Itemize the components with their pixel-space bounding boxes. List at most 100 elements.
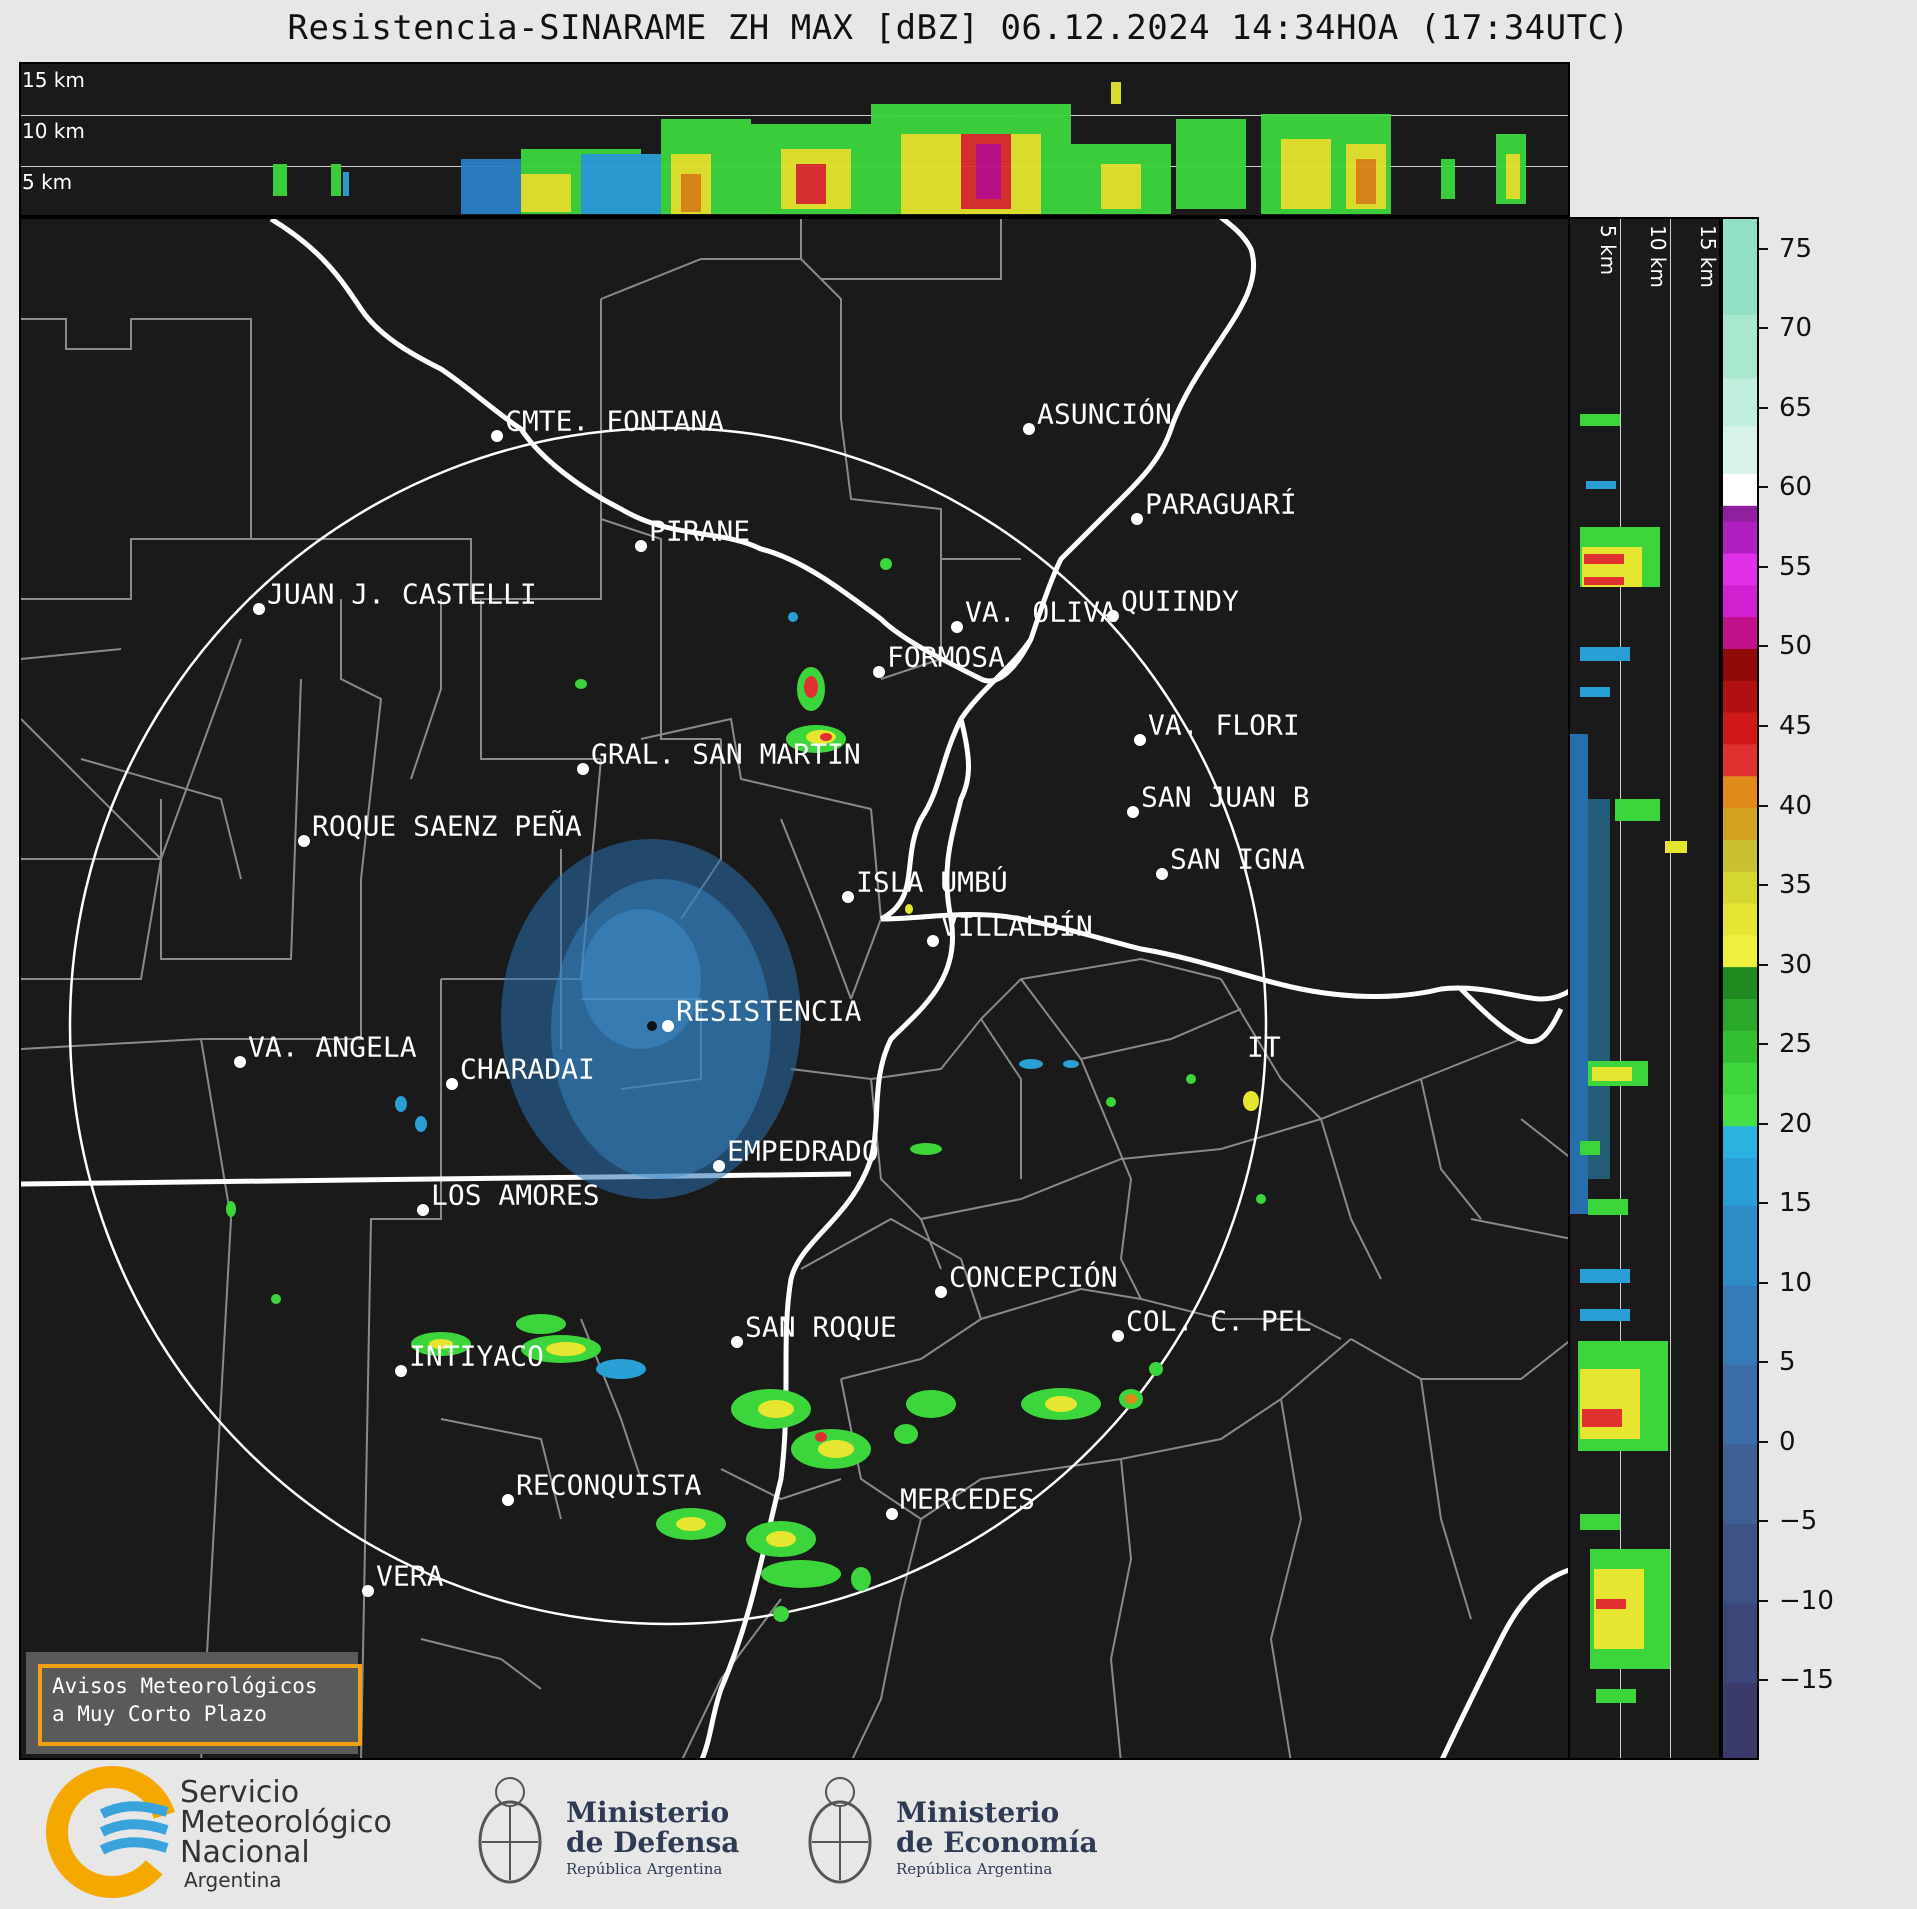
city-label: SAN ROQUE: [745, 1310, 897, 1344]
city-label: ASUNCIÓN: [1037, 397, 1172, 431]
colorbar-band: [1723, 743, 1757, 777]
city-label: COL. C. PEL: [1126, 1304, 1312, 1338]
city-label: PIRANE: [649, 514, 751, 548]
colorbar-band: [1723, 521, 1757, 554]
colorbar-band: [1723, 1602, 1757, 1683]
city-label: CONCEPCIÓN: [949, 1260, 1118, 1294]
economia-line-1: Ministerio: [896, 1796, 1060, 1829]
colorbar-tick-mark: [1759, 1599, 1768, 1602]
avisos-panel[interactable]: Avisos Meteorológicos a Muy Corto Plazo: [26, 1652, 362, 1754]
altitude-line-10km: [21, 115, 1568, 116]
colorbar-tick-label: 45: [1779, 711, 1813, 742]
colorbar-tick-label: 0: [1779, 1426, 1796, 1457]
colorbar-tick-mark: [1759, 406, 1768, 409]
colorbar-tick-mark: [1759, 1520, 1768, 1523]
colorbar-tick-mark: [1759, 247, 1768, 250]
defensa-line-2: de Defensa: [566, 1826, 740, 1859]
colorbar-tick-label: 65: [1779, 392, 1813, 423]
city-label: VILLALBÍN: [941, 909, 1093, 943]
colorbar-tick-mark: [1759, 645, 1768, 648]
altitude-line-5km: [1620, 219, 1621, 1758]
radar-site-label: RESISTENCIA: [676, 994, 862, 1028]
altitude-label-10km: 10 km: [22, 119, 85, 143]
colorbar-tick-mark: [1759, 1679, 1768, 1682]
colorbar-tick-label: −5: [1779, 1506, 1818, 1537]
defensa-logo-text: Ministerio de Defensa República Argentin…: [566, 1798, 739, 1880]
colorbar-band: [1723, 648, 1757, 681]
colorbar-band: [1723, 616, 1757, 649]
altitude-label-15km: 15 km: [22, 68, 85, 92]
colorbar-band: [1723, 505, 1757, 522]
colorbar-band: [1723, 1157, 1757, 1206]
colorbar-gradient: [1723, 219, 1757, 1758]
city-label: VA. FLORI: [1148, 708, 1300, 742]
colorbar-band: [1723, 998, 1757, 1031]
colorbar-ticks: 75 70 65 60 55 50 45 40 35 30 25 20 15 10 5 0 −5 −10 −15: [1759, 217, 1879, 1760]
colorbar-band: [1723, 775, 1757, 809]
smn-logo-icon: [46, 1766, 178, 1898]
colorbar-band: [1723, 934, 1757, 968]
colorbar-band: [1723, 1093, 1757, 1127]
colorbar-tick-mark: [1759, 327, 1768, 330]
city-label: LOS AMORES: [431, 1178, 600, 1212]
smn-line-4: Argentina: [184, 1868, 282, 1892]
economia-logo-text: Ministerio de Economía República Argenti…: [896, 1798, 1098, 1880]
city-label: VERA: [376, 1559, 444, 1593]
city-label: VA. ANGELA: [248, 1030, 417, 1064]
city-markers: [234, 423, 1168, 1597]
economia-line-3: República Argentina: [896, 1860, 1053, 1878]
colorbar-tick-label: 25: [1779, 1029, 1813, 1060]
city-label: CMTE. FONTANA: [505, 404, 725, 438]
colorbar-band: [1723, 966, 1757, 999]
colorbar-tick-label: 60: [1779, 472, 1813, 503]
chart-title: Resistencia-SINARAME ZH MAX [dBZ] 06.12.…: [287, 8, 1630, 48]
colorbar-band: [1723, 712, 1757, 745]
city-label: INTIYACO: [409, 1339, 544, 1373]
city-label: SAN IGNA: [1170, 842, 1305, 876]
colorbar-band: [1723, 807, 1757, 840]
city-label: MERCEDES: [900, 1482, 1035, 1516]
city-label: IT: [1247, 1030, 1281, 1064]
city-label: SAN JUAN B: [1141, 780, 1310, 814]
storm-echoes: [226, 558, 1266, 1622]
colorbar-tick-mark: [1759, 1440, 1768, 1443]
colorbar-tick-label: 10: [1779, 1267, 1813, 1298]
avisos-frame[interactable]: Avisos Meteorológicos a Muy Corto Plazo: [38, 1664, 362, 1746]
colorbar-band: [1723, 1205, 1757, 1286]
smn-line-2: Meteorológico: [180, 1805, 392, 1840]
colorbar-band: [1723, 871, 1757, 904]
footer-logos: Servicio Meteorológico Nacional Argentin…: [0, 1762, 1917, 1909]
colorbar-tick-label: 30: [1779, 949, 1813, 980]
colorbar-band: [1723, 219, 1757, 315]
colorbar-tick-mark: [1759, 1043, 1768, 1046]
radar-site-marker: [647, 1021, 657, 1031]
colorbar-tick-mark: [1759, 565, 1768, 568]
colorbar-band: [1723, 425, 1757, 475]
colorbar-band: [1723, 1523, 1757, 1604]
altitude-line-10km: [1670, 219, 1671, 1758]
altitude-label-15km: 15 km: [1696, 225, 1720, 288]
colorbar-band: [1723, 378, 1757, 427]
colorbar-band: [1723, 314, 1757, 379]
colorbar-tick-mark: [1759, 1202, 1768, 1205]
colorbar-tick-label: 55: [1779, 551, 1813, 582]
clutter-echoes: [501, 839, 801, 1199]
avisos-line-1: Avisos Meteorológicos: [52, 1674, 318, 1698]
colorbar-band: [1723, 1030, 1757, 1063]
city-label: PARAGUARÍ: [1145, 487, 1297, 521]
side-echo-profile: [1570, 414, 1687, 1703]
colorbar-band: [1723, 903, 1757, 936]
colorbar-tick-label: 75: [1779, 233, 1813, 264]
city-label: RECONQUISTA: [516, 1468, 702, 1502]
colorbar-band: [1723, 839, 1757, 872]
city-label: ROQUE SAENZ PEÑA: [312, 809, 582, 843]
coat-of-arms-icon: [478, 1777, 542, 1884]
colorbar-band: [1723, 680, 1757, 713]
colorbar-band: [1723, 553, 1757, 586]
city-label: EMPEDRADO: [727, 1134, 879, 1168]
colorbar-tick-label: 15: [1779, 1188, 1813, 1219]
colorbar-band: [1723, 1443, 1757, 1524]
colorbar-tick-mark: [1759, 963, 1768, 966]
colorbar: [1721, 217, 1759, 1760]
radar-map[interactable]: CMTE. FONTANA ASUNCIÓN PARAGUARÍ PIRANE …: [19, 217, 1570, 1760]
